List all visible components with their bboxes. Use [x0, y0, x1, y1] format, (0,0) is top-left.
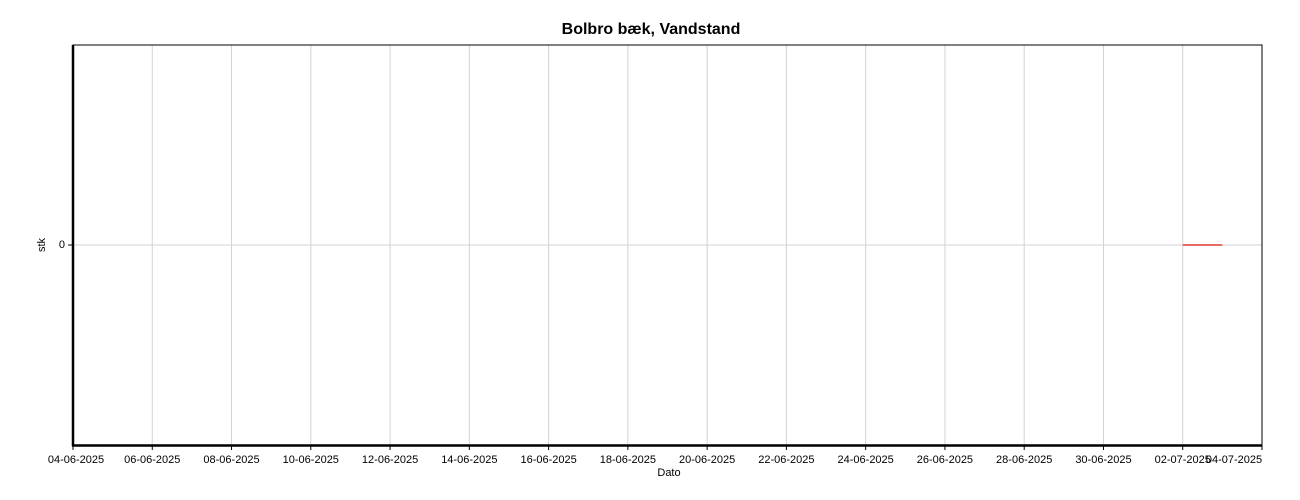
x-tick-label: 20-06-2025: [679, 454, 735, 466]
x-tick-label: 06-06-2025: [124, 454, 180, 466]
x-tick-label: 24-06-2025: [838, 454, 894, 466]
x-axis-label: Dato: [657, 467, 680, 479]
chart-title: Bolbro bæk, Vandstand: [562, 21, 741, 38]
x-tick-label: 28-06-2025: [996, 454, 1052, 466]
x-tick-label: 08-06-2025: [203, 454, 259, 466]
x-tick-label: 04-06-2025: [48, 454, 104, 466]
x-tick-label: 04-07-2025: [1206, 454, 1262, 466]
x-tick-label: 12-06-2025: [362, 454, 418, 466]
x-tick-label: 30-06-2025: [1075, 454, 1131, 466]
grid-layer: [73, 45, 1262, 445]
y-axis-label: stk: [36, 237, 48, 252]
x-tick-label: 02-07-2025: [1155, 454, 1211, 466]
x-tick-label: 18-06-2025: [600, 454, 656, 466]
x-tick-label: 26-06-2025: [917, 454, 973, 466]
x-tick-label: 16-06-2025: [520, 454, 576, 466]
x-tick-label: 22-06-2025: [758, 454, 814, 466]
y-tick-label: 0: [59, 239, 65, 251]
x-tick-label: 14-06-2025: [441, 454, 497, 466]
x-tick-label: 10-06-2025: [283, 454, 339, 466]
